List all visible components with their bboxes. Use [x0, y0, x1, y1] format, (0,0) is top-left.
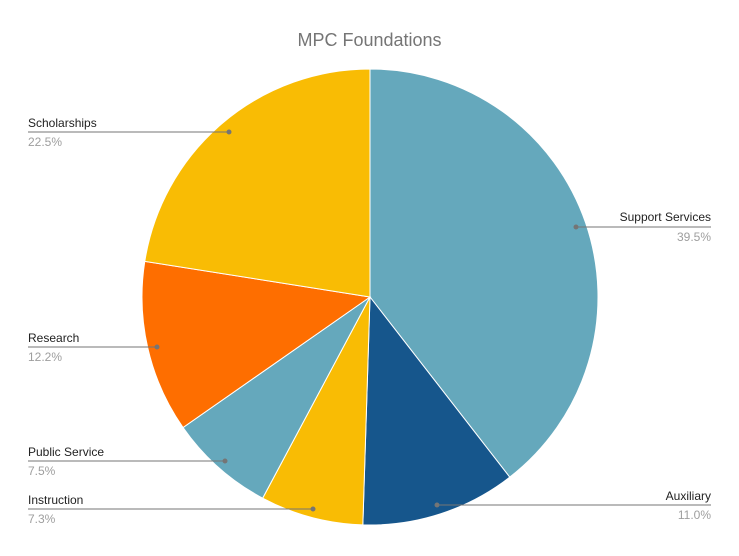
pct-public-service: 7.5%	[28, 464, 56, 478]
chart-title: MPC Foundations	[297, 30, 442, 50]
pct-research: 12.2%	[28, 350, 63, 364]
pct-instruction: 7.3%	[28, 512, 56, 526]
pie-slice-support-services	[369, 68, 599, 478]
pie-slice-auxiliary	[362, 295, 511, 526]
pct-support-services: 39.5%	[676, 230, 711, 244]
pie-slice-public-service	[182, 296, 371, 499]
pct-auxiliary: 11.0%	[677, 508, 711, 522]
label-public-service: Public Service	[28, 445, 105, 459]
label-scholarships: Scholarships	[28, 116, 97, 130]
pie-slice-scholarships	[144, 68, 371, 298]
label-research: Research	[28, 331, 80, 345]
pie-slice-instruction	[262, 296, 371, 526]
pct-scholarships: 22.5%	[28, 135, 63, 149]
label-instruction: Instruction	[28, 493, 84, 507]
pie-slice-research	[141, 260, 372, 429]
label-auxiliary: Auxiliary	[665, 489, 711, 503]
label-support-services: Support Services	[619, 210, 711, 224]
